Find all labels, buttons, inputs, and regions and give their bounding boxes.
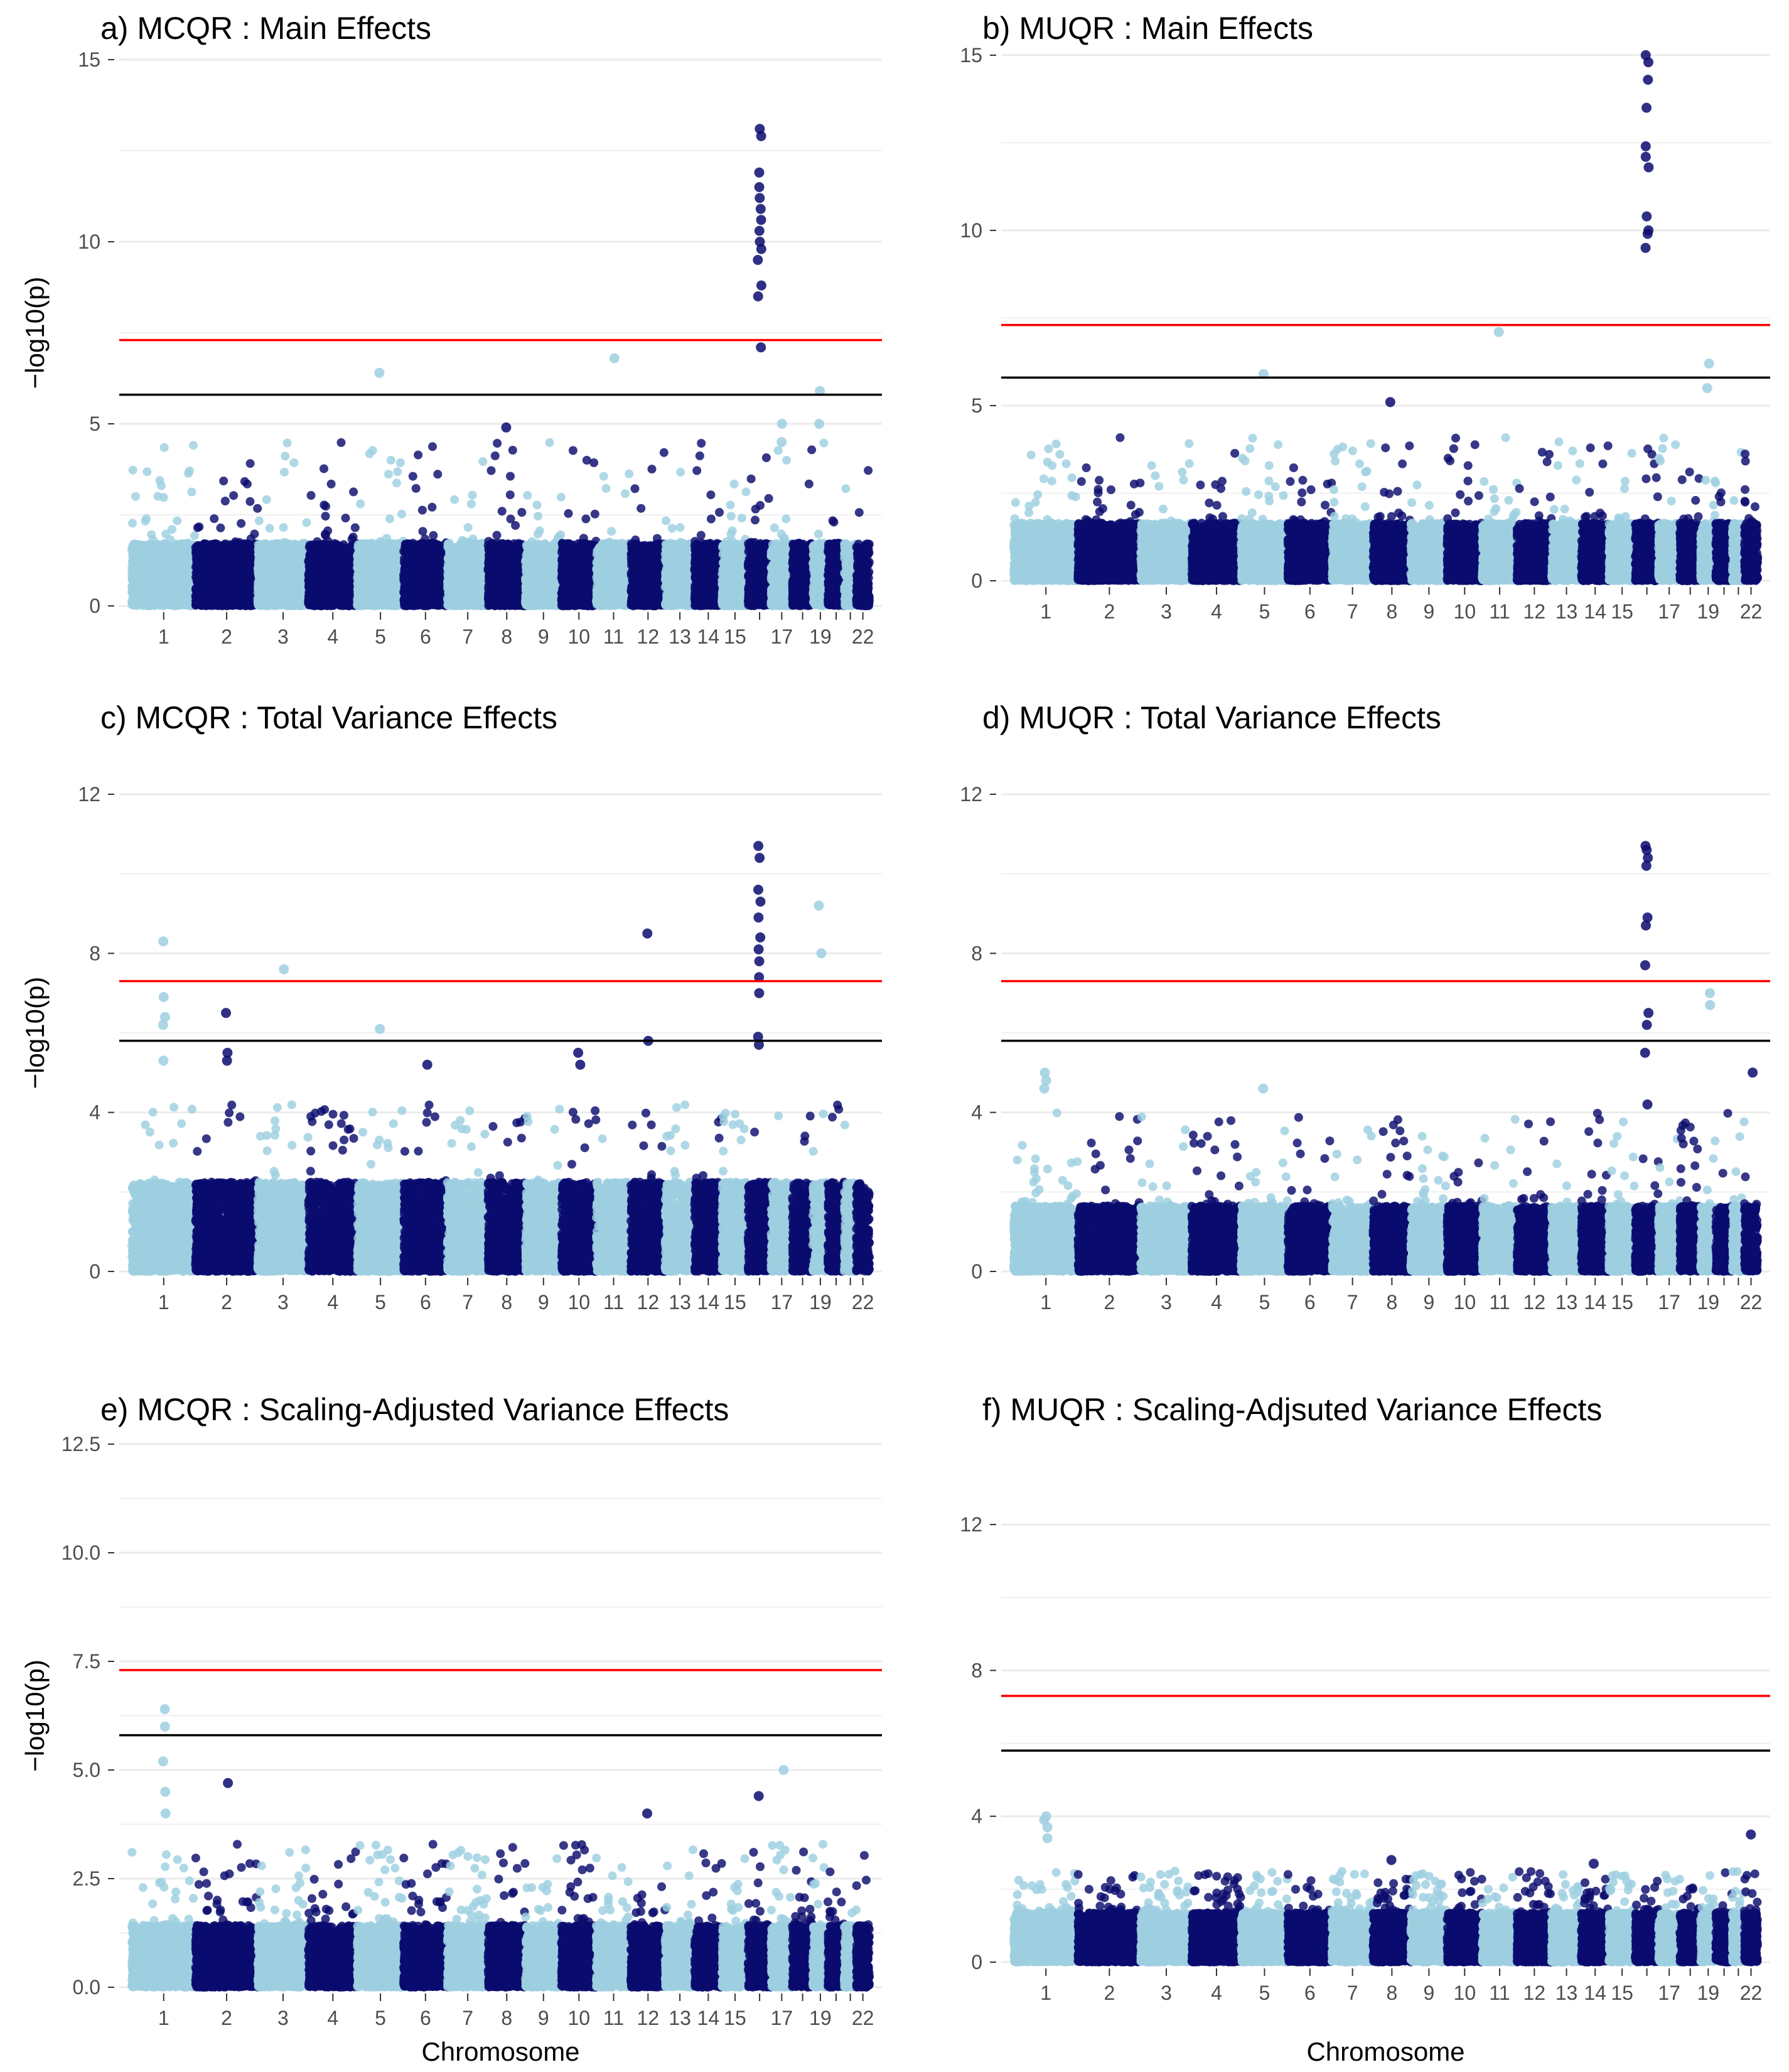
y-tick-label: 5 (89, 413, 100, 435)
y-tick-label: 10 (78, 230, 100, 253)
snp-point (168, 525, 176, 534)
snp-point (160, 443, 169, 452)
snp-point (159, 493, 168, 502)
snp-point (184, 469, 193, 478)
y-tick-label: 0 (89, 595, 100, 617)
snp-point (190, 531, 199, 540)
snp-point (142, 467, 151, 476)
snp-point (157, 482, 166, 490)
snp-point (173, 516, 181, 525)
y-tick-label: 15 (78, 48, 100, 71)
snp-point (131, 492, 140, 501)
snp-point (188, 488, 196, 497)
snp-point (142, 514, 151, 523)
snp-point (129, 466, 137, 475)
snp-point (189, 441, 198, 450)
snp-point (128, 519, 137, 527)
